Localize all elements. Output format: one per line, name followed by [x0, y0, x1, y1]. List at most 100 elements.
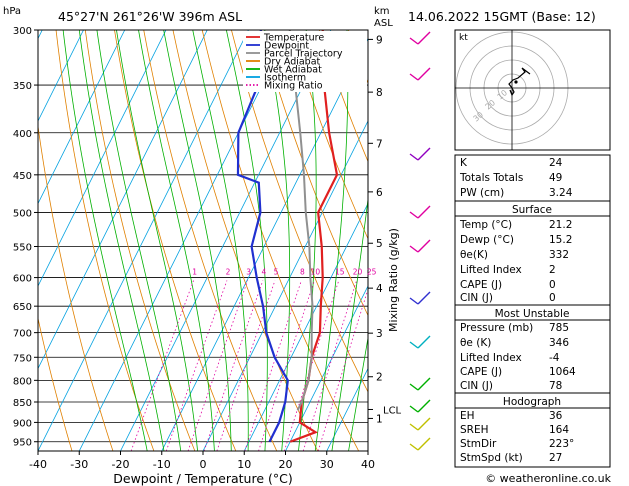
- pressure-tick-label: 550: [13, 243, 32, 254]
- surface-value: 0: [549, 279, 556, 291]
- dry-adiabat: [114, 30, 237, 451]
- most-unstable-title: Most Unstable: [495, 308, 570, 320]
- km-unit: km: [374, 6, 390, 17]
- mixing-ratio-line: [283, 280, 340, 451]
- wind-barb-flag: [409, 153, 419, 161]
- mixing-ratio-label: 10: [311, 268, 321, 277]
- isotherm: [38, 30, 84, 122]
- dry-adiabat: [172, 30, 319, 451]
- isotherm: [326, 367, 368, 451]
- surface-value: 15.2: [549, 234, 572, 246]
- wind-barb-flag: [409, 405, 419, 413]
- mixing-ratio-line: [258, 280, 315, 451]
- index-value: 3.24: [549, 187, 573, 199]
- temperature-tick-label: -20: [112, 458, 130, 471]
- plot-frame: [37, 29, 369, 452]
- wind-barb-flag: [409, 423, 419, 431]
- mixing-ratio-line: [216, 280, 276, 451]
- isotherm: [78, 30, 291, 451]
- hodograph-value: 164: [549, 424, 569, 436]
- credit-text: © weatheronline.co.uk: [485, 472, 611, 485]
- most-unstable-value: 78: [549, 380, 562, 392]
- altitude-tick-label: 6: [376, 187, 383, 199]
- pressure-tick-label: 950: [13, 438, 32, 449]
- wet-adiabat: [298, 30, 317, 451]
- mixing-ratio-line: [165, 280, 228, 451]
- isotherm: [243, 202, 368, 451]
- isotherm: [38, 30, 167, 287]
- surface-title: Surface: [512, 204, 552, 216]
- wet-adiabat: [348, 335, 368, 451]
- mixing-ratio-line: [203, 280, 264, 451]
- isotherm: [285, 285, 368, 451]
- altitude-tick-label: 7: [376, 138, 383, 150]
- altitude-tick-label: 1: [376, 413, 383, 425]
- hodograph-label: EH: [460, 410, 475, 422]
- mixing-ratio-label: 25: [367, 268, 377, 277]
- hodograph-value: 36: [549, 410, 563, 422]
- isotherm: [38, 30, 43, 40]
- most-unstable-value: 1064: [549, 366, 576, 378]
- pressure-tick-label: 450: [13, 171, 32, 182]
- wind-barb-flag: [409, 245, 419, 253]
- legend-label: Isotherm: [264, 73, 306, 84]
- most-unstable-label: θe (K): [460, 337, 491, 349]
- wind-barb-flag: [409, 297, 419, 305]
- pressure-tick-label: 500: [13, 208, 32, 219]
- mixing-ratio-axis-label: Mixing Ratio (g/kg): [387, 228, 400, 332]
- most-unstable-value: -4: [549, 352, 560, 364]
- mixing-ratio-label: 4: [261, 268, 266, 277]
- most-unstable-value: 785: [549, 322, 569, 334]
- dry-adiabat: [318, 30, 368, 163]
- wet-adiabat: [96, 30, 182, 451]
- altitude-tick-label: 2: [376, 372, 383, 384]
- wind-barb: [417, 67, 431, 81]
- most-unstable-value: 346: [549, 337, 569, 349]
- wind-barb-flag: [409, 443, 419, 451]
- mixing-ratio-line: [302, 280, 357, 451]
- isotherm: [38, 30, 126, 205]
- mixing-ratio-line: [130, 280, 194, 451]
- wind-barb: [417, 377, 431, 391]
- wind-barb: [417, 31, 431, 45]
- lcl-label: LCL: [383, 405, 402, 416]
- pressure-tick-label: 700: [13, 329, 32, 340]
- pressure-tick-label: 750: [13, 353, 32, 364]
- dry-adiabat: [260, 30, 368, 317]
- surface-label: CIN (J): [460, 292, 493, 304]
- mixing-ratio-label: 8: [300, 268, 305, 277]
- isotherm: [38, 30, 208, 370]
- hodograph-label: StmSpd (kt): [460, 452, 523, 464]
- temperature-tick-label: 30: [320, 458, 334, 471]
- hodograph-label: SREH: [460, 424, 489, 436]
- surface-value: 332: [549, 249, 569, 261]
- wet-adiabat: [264, 30, 291, 451]
- mixing-ratio-label: 20: [353, 268, 363, 277]
- legend-label: Dewpoint: [264, 41, 309, 52]
- altitude-tick-label: 8: [376, 87, 383, 99]
- surface-label: Dewp (°C): [460, 234, 514, 246]
- temperature-tick-label: -40: [29, 458, 47, 471]
- location-title: 45°27'N 261°26'W 396m ASL: [58, 9, 242, 24]
- legend-label: Parcel Trajectory: [264, 49, 343, 60]
- legend-label: Dry Adiabat: [264, 57, 321, 68]
- mixing-ratio-line: [317, 287, 368, 451]
- hodograph-label: StmDir: [460, 438, 497, 450]
- hodograph-value: 27: [549, 452, 562, 464]
- most-unstable-label: CIN (J): [460, 380, 493, 392]
- mixing-ratio-line: [187, 280, 249, 451]
- most-unstable-label: Pressure (mb): [460, 322, 533, 334]
- asl-unit: ASL: [374, 18, 393, 29]
- index-value: 49: [549, 172, 562, 184]
- index-label: PW (cm): [460, 187, 504, 199]
- wind-barb-flag: [409, 73, 419, 81]
- wind-barb: [417, 335, 431, 349]
- mixing-ratio-line: [244, 280, 302, 451]
- surface-value: 0: [549, 292, 556, 304]
- surface-label: Lifted Index: [460, 264, 522, 276]
- dry-adiabat: [55, 30, 155, 451]
- wind-barb-flag: [409, 383, 419, 391]
- dry-adiabat: [201, 30, 360, 451]
